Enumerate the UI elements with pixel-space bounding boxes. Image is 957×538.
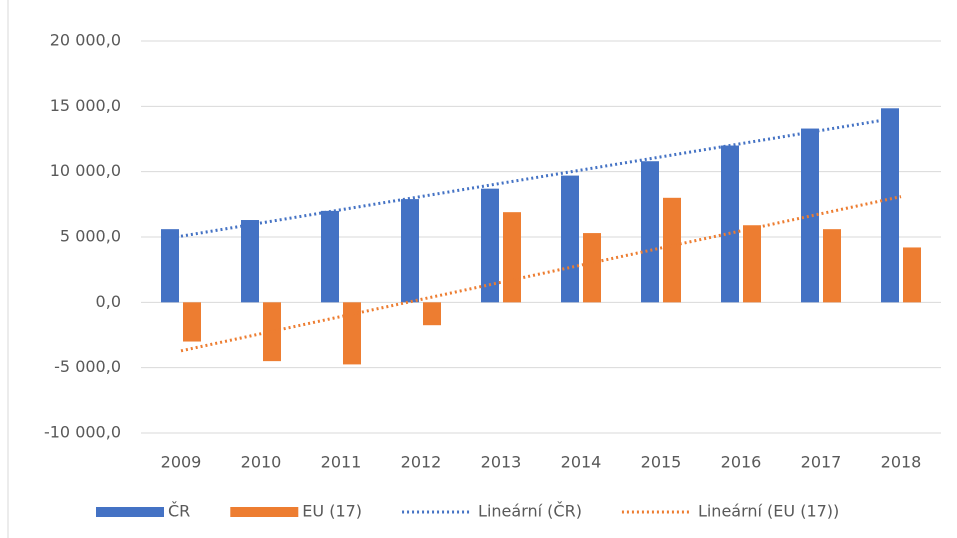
bar (641, 161, 659, 303)
bar (823, 229, 841, 303)
y-tick-label: -5 000,0 (54, 357, 121, 376)
bar (881, 108, 899, 303)
y-tick-label: 5 000,0 (60, 227, 121, 246)
bar (241, 220, 259, 303)
y-tick-label: 15 000,0 (50, 96, 121, 115)
bar (183, 302, 201, 342)
bar (503, 212, 521, 303)
x-tick-label: 2010 (241, 453, 282, 472)
bar (903, 247, 921, 303)
legend-label: EU (17) (302, 502, 362, 521)
bar (721, 145, 739, 303)
bar (263, 302, 281, 362)
bar (321, 210, 339, 303)
bar (401, 199, 419, 303)
legend-swatch (96, 507, 164, 517)
trendline (180, 115, 902, 238)
x-tick-label: 2017 (801, 453, 842, 472)
bar (423, 302, 441, 326)
legend-label: Lineární (EU (17)) (698, 502, 839, 521)
x-tick-label: 2018 (881, 453, 922, 472)
bar (663, 197, 681, 303)
y-tick-label: -10 000,0 (44, 423, 121, 442)
bar (561, 175, 579, 303)
x-tick-label: 2016 (721, 453, 762, 472)
bar (583, 233, 601, 303)
bar (161, 229, 179, 303)
x-tick-label: 2009 (161, 453, 202, 472)
bar (743, 225, 761, 303)
x-tick-label: 2015 (641, 453, 682, 472)
x-tick-label: 2012 (401, 453, 442, 472)
y-tick-label: 10 000,0 (50, 161, 121, 180)
legend-label: ČR (168, 502, 190, 521)
legend-swatch (230, 507, 299, 517)
bar (481, 188, 499, 303)
x-tick-label: 2014 (561, 453, 602, 472)
trendline (180, 195, 902, 353)
x-tick-label: 2013 (481, 453, 522, 472)
y-tick-label: 0,0 (96, 292, 121, 311)
y-tick-label: 20 000,0 (50, 31, 121, 50)
legend-label: Lineární (ČR) (478, 502, 582, 521)
bar (801, 128, 819, 303)
x-tick-label: 2011 (321, 453, 362, 472)
bar (343, 302, 361, 365)
